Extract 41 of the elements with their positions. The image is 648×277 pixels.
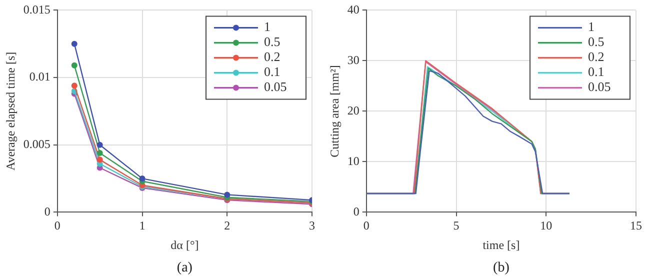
y-tick-label: 0 — [353, 204, 360, 218]
point — [96, 142, 103, 148]
y-tick-label: 30 — [347, 52, 360, 67]
x-tick-label: 3 — [309, 218, 315, 233]
x-tick-label: 0 — [363, 218, 370, 233]
y-axis-title: Cutting area [mm²] — [327, 65, 342, 158]
x-tick-label: 10 — [540, 218, 552, 233]
text: (b) — [493, 260, 510, 276]
legend-label: 0.5 — [588, 34, 604, 50]
y-tick-label: 0.005 — [23, 137, 50, 152]
legend-label: 0.1 — [588, 64, 604, 80]
point — [96, 156, 103, 163]
x-tick-label: 5 — [453, 218, 460, 233]
x-tick-label: 15 — [630, 218, 642, 233]
legend-label: 0.1 — [264, 64, 280, 80]
legend-label: 0.05 — [264, 79, 287, 94]
y-tick-label: 20 — [347, 103, 360, 118]
x-axis-title: time [s] — [482, 238, 520, 252]
x-tick-label: 1 — [139, 218, 146, 233]
legend-label: 1 — [588, 19, 594, 34]
point — [71, 82, 78, 89]
point — [139, 176, 146, 182]
point — [224, 192, 230, 198]
legend-label: 0.2 — [588, 49, 604, 64]
y-tick-label: 40 — [347, 2, 360, 16]
legend-label: 1 — [264, 19, 270, 34]
y-tick-label: 10 — [347, 154, 360, 168]
x-tick-label: 0 — [54, 218, 60, 233]
legend-label: 0.5 — [264, 34, 280, 50]
legend-label: 0.2 — [264, 49, 280, 64]
point — [71, 62, 78, 68]
y-tick-label: 0.015 — [23, 2, 50, 16]
x-tick-label: 2 — [224, 218, 230, 233]
y-tick-label: 0 — [44, 204, 50, 218]
point — [96, 150, 103, 156]
y-tick-label: 0.01 — [29, 70, 50, 84]
point — [71, 40, 78, 47]
x-axis-title: dα [°] — [170, 238, 199, 252]
legend-label: 0.05 — [588, 79, 611, 94]
y-axis-title: Average elapsed time [s] — [3, 52, 18, 171]
text: (a) — [176, 260, 193, 276]
